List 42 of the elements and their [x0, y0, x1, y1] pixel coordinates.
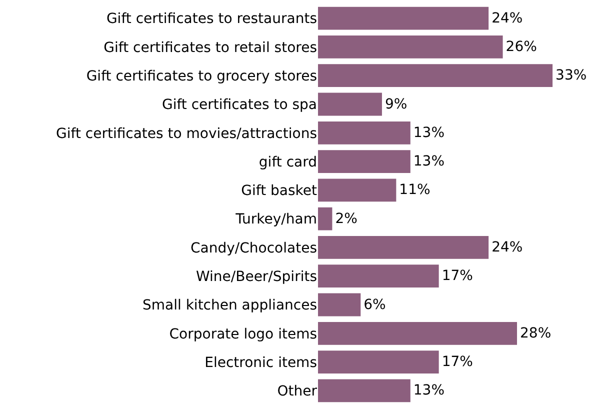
bar	[318, 150, 410, 173]
bar	[318, 293, 361, 316]
data-label: 13%	[413, 154, 445, 170]
data-label: 28%	[520, 325, 552, 342]
y-tick-label: Gift certificates to movies/attractions	[56, 126, 317, 142]
bar	[318, 207, 332, 230]
data-label: 13%	[413, 124, 445, 141]
y-tick-label: Gift certificates to spa	[162, 97, 317, 114]
bar	[318, 350, 439, 374]
y-tick-label: gift card	[258, 154, 317, 170]
data-label: 24%	[492, 10, 523, 26]
data-label: 9%	[384, 96, 408, 112]
data-label: 17%	[442, 354, 473, 370]
y-tick-label: Turkey/ham	[234, 212, 317, 228]
data-label: 13%	[413, 382, 445, 399]
bar	[318, 64, 553, 88]
data-label: 17%	[442, 268, 473, 284]
data-label: 11%	[399, 182, 430, 198]
bar	[318, 322, 518, 345]
bar	[318, 379, 410, 402]
y-tick-label: Gift basket	[241, 183, 318, 200]
bar	[318, 6, 489, 30]
data-label: 26%	[506, 38, 537, 55]
y-tick-label: Small kitchen appliances	[142, 298, 317, 314]
y-tick-label: Other	[277, 384, 318, 400]
y-tick-label: Candy/Chocolates	[190, 240, 317, 256]
bar	[318, 121, 410, 144]
bar	[318, 92, 382, 116]
bar	[318, 236, 489, 259]
y-tick-label: Gift certificates to retail stores	[104, 40, 317, 56]
bar	[318, 264, 439, 288]
bar	[318, 178, 396, 202]
y-tick-label: Wine/Beer/Spirits	[196, 269, 317, 286]
bar	[318, 36, 503, 58]
y-tick-label: Corporate logo items	[169, 326, 317, 342]
data-label: 6%	[364, 296, 386, 313]
y-tick-label: Electronic items	[204, 354, 317, 371]
data-label: 2%	[335, 210, 358, 227]
y-tick-label: Gift certificates to restaurants	[106, 11, 317, 28]
data-label: 33%	[556, 68, 587, 84]
data-label: 24%	[492, 239, 523, 256]
y-tick-label: Gift certificates to grocery stores	[86, 68, 317, 85]
